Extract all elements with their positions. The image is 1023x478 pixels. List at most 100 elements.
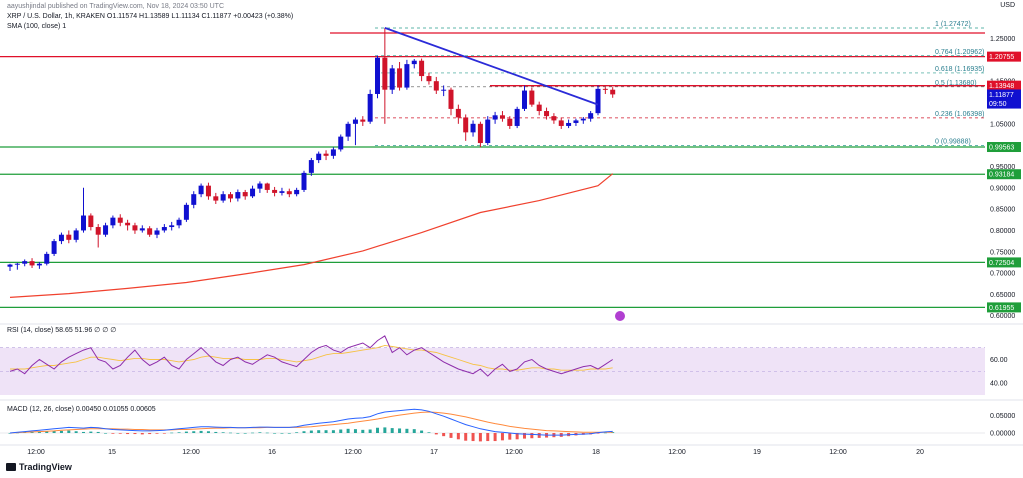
macd-histogram-bar bbox=[530, 433, 534, 439]
candle-body bbox=[242, 192, 248, 197]
candle-body bbox=[551, 116, 557, 121]
candle-body bbox=[88, 215, 94, 228]
macd-histogram-bar bbox=[8, 433, 12, 434]
candle-body bbox=[470, 123, 476, 133]
candle-body bbox=[272, 189, 278, 193]
candle-body bbox=[595, 88, 601, 114]
symbol-ohlc-line: XRP / U.S. Dollar, 1h, KRAKEN O1.11574 H… bbox=[7, 12, 293, 21]
x-tick-label: 12:00 bbox=[668, 449, 686, 456]
x-tick-label: 15 bbox=[108, 449, 116, 456]
macd-histogram-bar bbox=[280, 433, 284, 434]
y-tick-label: 0.80000 bbox=[990, 228, 1015, 235]
macd-legend: MACD (12, 26, close) 0.00450 0.01055 0.0… bbox=[7, 406, 156, 413]
candle-body bbox=[507, 118, 513, 126]
candle-body bbox=[441, 89, 447, 91]
fib-level-label: 0 (0.99888) bbox=[935, 139, 971, 146]
candle-body bbox=[220, 194, 226, 201]
candle-body bbox=[44, 253, 50, 264]
price-tag-box bbox=[987, 80, 1021, 91]
macd-histogram-bar bbox=[162, 433, 166, 434]
rsi-legend: RSI (14, close) 58.65 51.96 ∅ ∅ ∅ bbox=[7, 327, 117, 334]
macd-histogram-bar bbox=[74, 431, 78, 433]
candle-body bbox=[433, 81, 439, 91]
candle-body bbox=[544, 111, 550, 117]
macd-histogram-bar bbox=[104, 433, 108, 434]
candle-body bbox=[330, 149, 336, 156]
macd-histogram-bar bbox=[537, 433, 541, 438]
macd-histogram-bar bbox=[376, 427, 379, 433]
fib-level-label: 0.5 (1.13680) bbox=[935, 80, 977, 87]
macd-histogram-bar bbox=[126, 433, 130, 435]
price-tag-box bbox=[987, 257, 1021, 268]
macd-histogram-bar bbox=[273, 433, 277, 434]
price-tag-label: 1.11877 bbox=[989, 92, 1014, 99]
candle-body bbox=[345, 123, 351, 137]
x-tick-label: 12:00 bbox=[182, 449, 200, 456]
candle-body bbox=[235, 192, 241, 199]
macd-histogram-bar bbox=[471, 433, 475, 442]
x-tick-label: 12:00 bbox=[27, 449, 45, 456]
candle-body bbox=[36, 263, 42, 266]
candle-body bbox=[536, 104, 542, 112]
macd-histogram-bar bbox=[353, 429, 357, 433]
candle-body bbox=[139, 228, 145, 231]
currency-label: USD bbox=[1000, 2, 1015, 9]
candle-body bbox=[573, 120, 579, 123]
macd-histogram-bar bbox=[251, 432, 255, 434]
candle-body bbox=[602, 88, 608, 90]
macd-histogram-bar bbox=[434, 433, 438, 435]
rsi-line bbox=[9, 335, 613, 377]
y-tick-label: 0.85000 bbox=[990, 207, 1015, 214]
macd-histogram-bar bbox=[118, 433, 122, 434]
candle-body bbox=[294, 189, 300, 195]
macd-histogram-bar bbox=[339, 429, 343, 433]
candle-body bbox=[529, 90, 535, 105]
macd-histogram-bar bbox=[236, 433, 240, 434]
trend-line bbox=[384, 27, 599, 106]
price-tag-box bbox=[987, 169, 1021, 180]
macd-histogram-bar bbox=[214, 431, 218, 433]
macd-histogram-bar bbox=[596, 433, 600, 434]
x-tick-label: 12:00 bbox=[505, 449, 523, 456]
price-tag-label: 0.99563 bbox=[989, 145, 1014, 152]
candle-body bbox=[499, 115, 505, 119]
macd-histogram-bar bbox=[229, 432, 232, 434]
candle-body bbox=[110, 217, 116, 226]
price-tag-box bbox=[987, 51, 1021, 62]
fib-level-label: 0.764 (1.20962) bbox=[935, 49, 984, 56]
candle-body bbox=[66, 234, 72, 240]
candle-body bbox=[352, 119, 358, 124]
sma-line bbox=[9, 173, 614, 298]
y-tick-label: 0.70000 bbox=[990, 271, 1015, 278]
candle-body bbox=[610, 89, 616, 95]
macd-histogram-bar bbox=[603, 432, 607, 434]
candle-body bbox=[419, 60, 425, 77]
macd-histogram-bar bbox=[486, 433, 490, 442]
ohlc-values: O1.11574 H1.13589 L1.11134 C1.11877 +0.0… bbox=[106, 13, 294, 20]
candle-body bbox=[191, 194, 197, 205]
macd-histogram-bar bbox=[390, 428, 394, 433]
fib-level-label: 1 (1.27472) bbox=[935, 21, 971, 28]
y-tick-label: 0.95000 bbox=[990, 164, 1015, 171]
candle-body bbox=[125, 222, 131, 226]
y-tick-label: 0.60000 bbox=[990, 313, 1015, 320]
macd-histogram-bar bbox=[523, 433, 526, 439]
macd-histogram-bar bbox=[464, 433, 468, 441]
macd-histogram-bar bbox=[449, 433, 453, 438]
macd-histogram-bar bbox=[287, 433, 291, 434]
macd-histogram-bar bbox=[52, 430, 56, 433]
candle-body bbox=[213, 196, 219, 201]
tradingview-mark-icon bbox=[6, 463, 16, 471]
candle-body bbox=[117, 217, 123, 223]
candle-body bbox=[367, 93, 373, 122]
macd-histogram-bar bbox=[295, 432, 299, 433]
macd-histogram-bar bbox=[427, 432, 431, 433]
candle-body bbox=[397, 68, 403, 88]
macd-histogram-bar bbox=[192, 431, 196, 433]
macd-histogram-bar bbox=[199, 430, 203, 433]
candle-body bbox=[588, 113, 594, 119]
candle-body bbox=[81, 215, 86, 231]
macd-histogram-bar bbox=[478, 433, 482, 442]
candle-body bbox=[103, 225, 109, 235]
